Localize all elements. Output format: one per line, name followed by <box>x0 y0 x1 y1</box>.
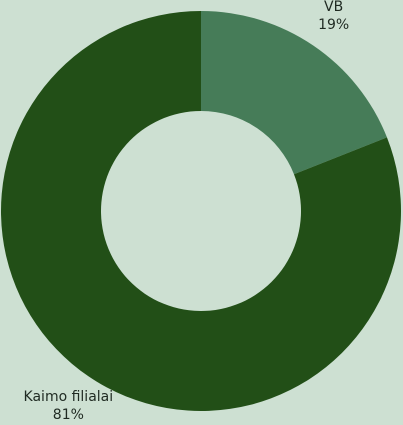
slice-value-label: 81% <box>53 407 84 423</box>
slice-value-label: 19% <box>318 17 349 33</box>
slice-label: Kaimo filialai <box>24 389 114 405</box>
slice-label: VB <box>324 0 343 15</box>
donut-slice <box>201 11 387 175</box>
donut-slice <box>0 11 401 411</box>
